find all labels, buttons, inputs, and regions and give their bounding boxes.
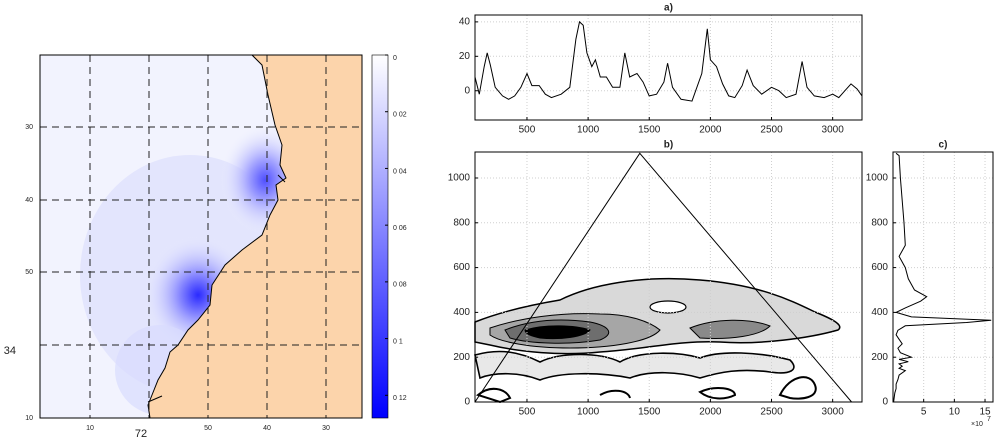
plot-frame [474,14,863,121]
data-line [474,152,852,403]
x-tick-label: 50 [204,425,212,432]
x-tick-label: 3000 [822,407,845,418]
x-tick-label: 1000 [577,407,600,418]
y-tick-label: 0 [882,397,888,408]
y-tick-label: 50 [25,269,33,276]
colorbar [371,54,389,419]
x-tick-label: 72 [135,428,147,440]
colorbar-tick-label: 0 1 [393,338,403,345]
panel-title: c) [939,140,948,151]
x-tick-label: 10 [949,407,961,418]
x-tick-label: 1500 [638,407,661,418]
x-tick-label: 500 [519,125,536,136]
x-tick-label: 3000 [822,125,845,136]
colorbar-tick-label: 0 12 [393,395,407,402]
x-tick-label: 30 [322,425,330,432]
axis-multiplier-exponent: 7 [987,416,991,423]
colorbar-tick-label: 0 06 [393,225,407,232]
y-tick-label: 200 [871,352,888,363]
map-grid [40,55,362,418]
y-tick-label: 0 [464,85,470,96]
y-tick-label: 34 [4,345,16,357]
panel-title: a) [664,3,673,14]
y-tick-label: 400 [871,307,888,318]
colorbar-tick-label: 0 02 [393,112,407,119]
x-tick-label: 2500 [760,125,783,136]
x-tick-label: 5 [921,407,927,418]
x-tick-label: 40 [263,425,271,432]
x-tick-label: 2500 [760,407,783,418]
data-line [893,152,992,403]
x-tick-label: 1500 [638,125,661,136]
y-tick-label: 20 [459,51,471,62]
y-tick-label: 1000 [448,173,471,184]
colorbar-tick-label: 0 [393,55,397,62]
y-tick-label: 40 [25,197,33,204]
panel-title: b) [664,140,673,151]
coast-detail [277,174,286,183]
contours [474,277,841,404]
y-tick-label: 200 [453,352,470,363]
plot-frame [892,151,994,403]
x-tick-label: 15 [979,407,991,418]
colorbar-tick-label: 0 04 [393,168,407,175]
y-tick-label: 10 [25,415,33,422]
y-tick-label: 400 [453,307,470,318]
y-tick-label: 600 [453,262,470,273]
y-tick-label: 800 [871,217,888,228]
plot-frame [474,151,863,403]
y-tick-label: 0 [464,397,470,408]
y-tick-label: 600 [871,262,888,273]
coast-detail [147,395,163,403]
y-tick-label: 1000 [866,173,889,184]
y-tick-label: 30 [25,124,33,131]
colorbar-tick-label: 0 08 [393,282,407,289]
x-tick-label: 2000 [699,407,722,418]
y-tick-label: 800 [453,217,470,228]
x-tick-label: 10 [86,425,94,432]
x-tick-label: 1000 [577,125,600,136]
y-tick-label: 40 [459,17,471,28]
map-frame [39,54,363,419]
data-line [474,20,863,102]
x-tick-label: 2000 [699,125,722,136]
axis-multiplier: ×10 [971,421,983,428]
x-tick-label: 500 [519,407,536,418]
